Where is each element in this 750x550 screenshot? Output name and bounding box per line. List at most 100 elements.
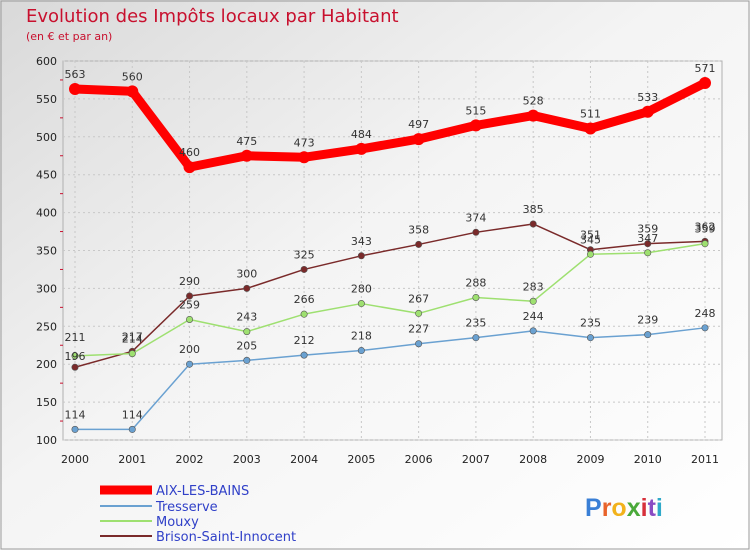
y-tick-label: 250	[36, 320, 57, 333]
data-label: 300	[236, 267, 257, 280]
data-label: 359	[695, 223, 716, 236]
data-label: 205	[236, 339, 257, 352]
y-tick-label: 450	[36, 169, 57, 182]
logo-letter: o	[611, 494, 626, 522]
x-tick-label: 2009	[576, 453, 604, 466]
data-point	[472, 228, 480, 236]
data-label: 235	[580, 317, 601, 330]
series-line-tresserve	[74, 327, 706, 431]
data-label: 473	[294, 136, 315, 149]
data-label: 288	[465, 276, 486, 289]
data-point	[644, 331, 652, 339]
series-line-mouxy	[74, 242, 706, 357]
data-label: 358	[408, 223, 429, 236]
data-label: 227	[408, 323, 429, 336]
data-point	[128, 425, 136, 433]
data-point	[71, 352, 79, 360]
x-tick-label: 2004	[290, 453, 318, 466]
data-point	[355, 142, 368, 155]
data-label: 484	[351, 128, 372, 141]
data-label: 460	[179, 146, 200, 159]
legend: AIX-LES-BAINSTresserveMouxyBrison-Saint-…	[100, 484, 296, 545]
axes: 100 150 200 250 300 350 400 450 500 550 600 2000 200…	[36, 55, 719, 466]
data-point	[527, 109, 540, 122]
x-tick-label: 2002	[176, 453, 204, 466]
data-point	[69, 83, 81, 96]
grid	[62, 60, 723, 441]
data-label: 560	[122, 70, 143, 83]
data-label: 345	[580, 233, 601, 246]
data-label: 563	[65, 68, 86, 81]
data-label: 343	[351, 235, 372, 248]
logo-letter: r	[602, 494, 612, 522]
x-tick-label: 2011	[691, 453, 719, 466]
x-tick-label: 2007	[462, 453, 490, 466]
x-tick-label: 2005	[347, 453, 375, 466]
data-label: 266	[294, 293, 315, 306]
data-labels: 563 560 460 475 473 484 497 515 528 511 533 571 114 1…	[65, 62, 716, 421]
data-point	[240, 149, 253, 162]
data-label: 114	[122, 408, 143, 421]
data-point	[71, 425, 79, 433]
legend-label: AIX-LES-BAINS	[156, 484, 249, 499]
legend-label: Tresserve	[155, 500, 218, 515]
data-point	[415, 309, 423, 317]
logo-wordmark: Proxiti	[585, 494, 663, 522]
data-label: 475	[236, 135, 257, 148]
logo-letter: i	[641, 494, 648, 522]
logo-letter: i	[656, 494, 663, 522]
data-label: 325	[294, 248, 315, 261]
data-point	[243, 284, 251, 292]
data-label: 385	[523, 203, 544, 216]
data-point	[186, 292, 194, 300]
data-point	[701, 324, 709, 332]
data-point	[243, 356, 251, 364]
logo-letter: x	[627, 494, 641, 522]
x-tick-label: 2003	[233, 453, 261, 466]
x-tick-label: 2008	[519, 453, 547, 466]
data-point	[415, 240, 423, 248]
data-label: 114	[65, 408, 86, 421]
data-label: 528	[523, 95, 544, 108]
data-label: 218	[351, 330, 372, 343]
data-label: 290	[179, 275, 200, 288]
data-point	[71, 363, 79, 371]
data-label: 351	[580, 229, 601, 242]
data-label: 280	[351, 283, 372, 296]
data-label: 248	[695, 307, 716, 320]
data-label: 244	[523, 310, 544, 323]
data-point	[243, 328, 251, 336]
x-tick-label: 2000	[61, 453, 89, 466]
data-point	[300, 310, 308, 318]
data-point	[472, 293, 480, 301]
y-tick-label: 550	[36, 93, 57, 106]
data-point	[126, 85, 139, 98]
data-label: 362	[695, 220, 716, 233]
data-point	[586, 334, 594, 342]
data-point	[529, 220, 537, 228]
x-tick-label: 2010	[634, 453, 662, 466]
data-label: 497	[408, 118, 429, 131]
data-point	[357, 300, 365, 308]
legend-label: Brison-Saint-Innocent	[156, 530, 296, 545]
data-point	[529, 327, 537, 335]
data-point	[644, 240, 652, 248]
data-point	[128, 350, 136, 358]
x-tick-label: 2006	[405, 453, 433, 466]
data-label: 267	[408, 292, 429, 305]
y-tick-label: 600	[36, 55, 57, 68]
data-label: 211	[65, 331, 86, 344]
data-point	[586, 250, 594, 258]
data-label: 533	[637, 91, 658, 104]
data-label: 374	[465, 211, 486, 224]
logo-letter: t	[648, 494, 657, 522]
data-label: 259	[179, 298, 200, 311]
data-label: 283	[523, 280, 544, 293]
data-point	[300, 265, 308, 273]
series-line-aix-les-bains	[70, 78, 710, 172]
data-point	[183, 161, 196, 174]
data-label: 235	[465, 317, 486, 330]
data-label: 347	[637, 232, 658, 245]
proxiti-logo: Proxiti	[585, 494, 663, 522]
